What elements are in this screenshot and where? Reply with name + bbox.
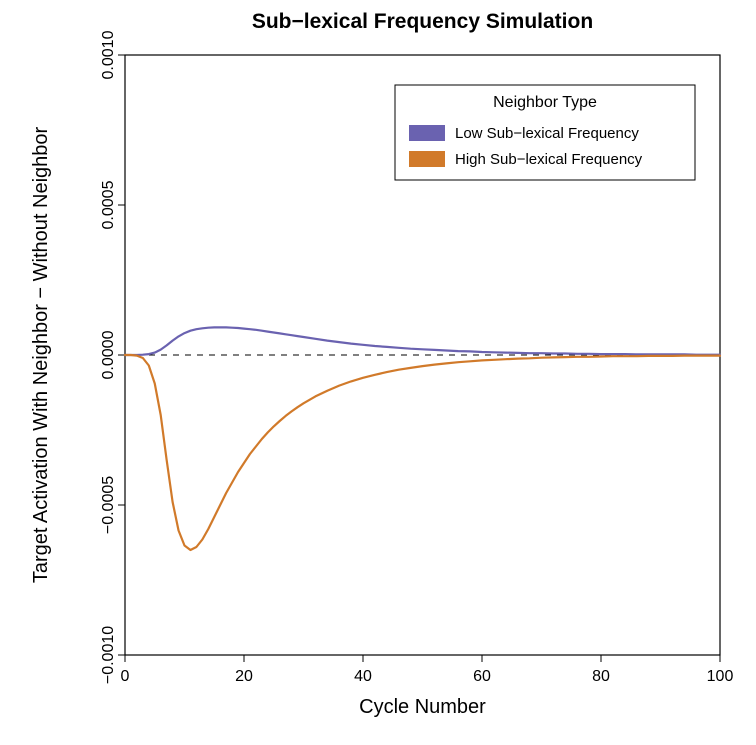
legend-item-label: High Sub−lexical Frequency bbox=[455, 151, 643, 168]
y-axis-label: Target Activation With Neighbor − Withou… bbox=[30, 126, 52, 583]
y-tick-label: 0.0000 bbox=[100, 330, 117, 379]
y-tick-label: −0.0010 bbox=[100, 626, 117, 684]
x-tick-label: 100 bbox=[707, 668, 734, 685]
x-tick-label: 80 bbox=[592, 668, 610, 685]
legend-swatch bbox=[409, 151, 445, 167]
legend-title: Neighbor Type bbox=[493, 94, 597, 111]
y-tick-label: 0.0005 bbox=[100, 180, 117, 229]
x-tick-label: 20 bbox=[235, 668, 253, 685]
chart-svg: Sub−lexical Frequency Simulation 0 20 40 60 8… bbox=[0, 0, 756, 745]
chart-container: Sub−lexical Frequency Simulation 0 20 40 60 8… bbox=[0, 0, 756, 745]
x-tick-label: 60 bbox=[473, 668, 491, 685]
y-tick-label: 0.0010 bbox=[100, 30, 117, 79]
legend-swatch bbox=[409, 125, 445, 141]
x-axis-label: Cycle Number bbox=[359, 696, 486, 718]
x-tick-label: 0 bbox=[121, 668, 130, 685]
chart-title: Sub−lexical Frequency Simulation bbox=[252, 10, 593, 33]
y-tick-label: −0.0005 bbox=[100, 476, 117, 534]
legend-item-label: Low Sub−lexical Frequency bbox=[455, 125, 639, 142]
x-tick-label: 40 bbox=[354, 668, 372, 685]
